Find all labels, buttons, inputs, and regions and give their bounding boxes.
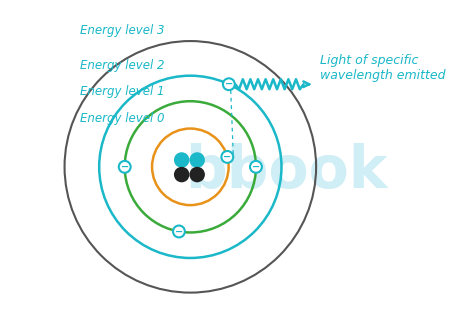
- Circle shape: [189, 152, 205, 168]
- Text: −: −: [175, 227, 183, 236]
- Text: Energy level 3: Energy level 3: [80, 24, 165, 37]
- Circle shape: [250, 161, 262, 173]
- Text: −: −: [225, 79, 233, 89]
- Circle shape: [119, 161, 131, 173]
- Text: bbook: bbook: [185, 143, 387, 200]
- Circle shape: [221, 151, 233, 163]
- Text: −: −: [223, 152, 231, 162]
- Circle shape: [189, 167, 205, 182]
- Circle shape: [223, 78, 235, 90]
- Text: Energy level 0: Energy level 0: [80, 112, 165, 125]
- Text: Energy level 1: Energy level 1: [80, 84, 165, 98]
- Circle shape: [174, 167, 189, 182]
- Circle shape: [174, 152, 189, 168]
- Text: Light of specific
wavelength emitted: Light of specific wavelength emitted: [320, 54, 446, 82]
- Text: −: −: [252, 162, 260, 172]
- Text: Energy level 2: Energy level 2: [80, 59, 165, 72]
- Circle shape: [173, 226, 185, 237]
- Text: −: −: [121, 162, 129, 172]
